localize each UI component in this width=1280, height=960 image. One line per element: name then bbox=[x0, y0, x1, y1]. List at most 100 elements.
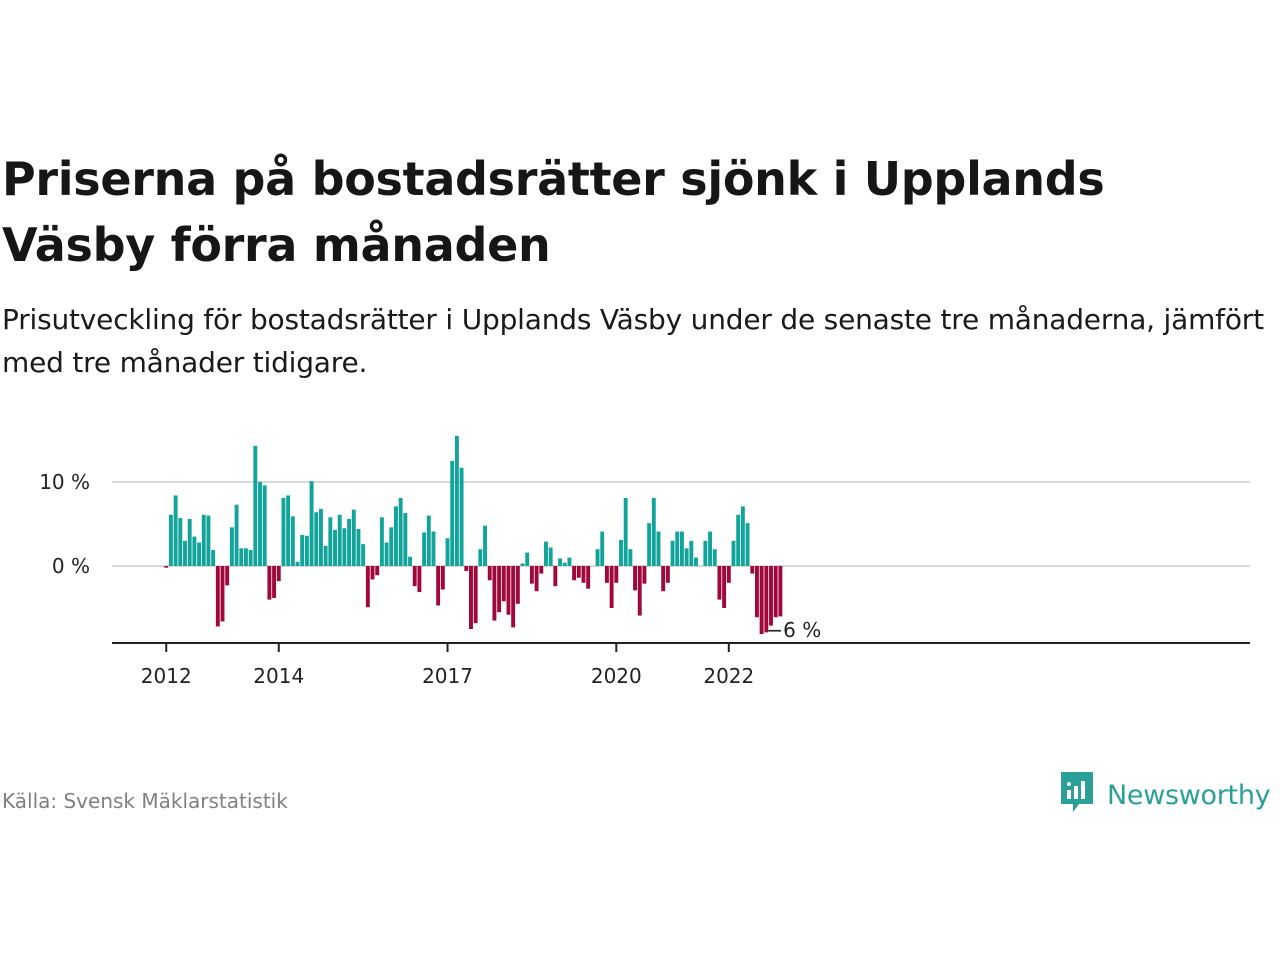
bar bbox=[333, 529, 337, 566]
axis-layer: 2012 2014 2017 2020 2022 −6 % bbox=[112, 618, 1250, 688]
end-value-label: −6 % bbox=[766, 618, 821, 642]
bar bbox=[534, 566, 539, 592]
bar bbox=[483, 525, 487, 566]
bar bbox=[548, 547, 553, 566]
bar bbox=[708, 531, 713, 566]
bar bbox=[422, 532, 427, 566]
x-tick-label: 2012 bbox=[141, 664, 192, 688]
bar bbox=[164, 566, 169, 568]
bar bbox=[712, 549, 717, 566]
bar bbox=[356, 529, 361, 566]
bar bbox=[262, 485, 267, 566]
bar bbox=[562, 562, 567, 566]
bar bbox=[581, 566, 586, 583]
bar bbox=[197, 542, 202, 566]
bar bbox=[267, 566, 272, 600]
bar bbox=[675, 531, 680, 566]
y-tick-label: 0 % bbox=[52, 554, 90, 578]
bar bbox=[454, 435, 459, 566]
bar bbox=[759, 566, 764, 635]
brand-name: Newsworthy bbox=[1107, 779, 1271, 811]
chart-title: Priserna på bostadsrätter sjönk i Upplan… bbox=[2, 152, 1105, 272]
bar bbox=[544, 541, 548, 566]
x-tick-label: 2014 bbox=[253, 664, 304, 688]
bar bbox=[529, 566, 534, 584]
bar bbox=[619, 539, 623, 566]
bar bbox=[314, 512, 319, 566]
bar bbox=[731, 540, 736, 566]
bar bbox=[173, 495, 178, 566]
bar bbox=[520, 563, 525, 566]
bar bbox=[201, 514, 206, 566]
bar-chart: 0 % 10 % 2012 2014 2017 2020 2022 −6 % bbox=[39, 435, 1250, 688]
bar bbox=[764, 566, 769, 633]
bar bbox=[684, 548, 689, 566]
bar bbox=[351, 509, 356, 566]
bar bbox=[511, 566, 516, 628]
bar bbox=[300, 534, 305, 566]
bar bbox=[234, 504, 239, 566]
bar bbox=[431, 531, 436, 566]
bar bbox=[754, 566, 759, 618]
bar bbox=[239, 548, 244, 566]
bar bbox=[525, 552, 530, 566]
bar bbox=[656, 531, 661, 566]
bar bbox=[229, 527, 234, 566]
bar bbox=[501, 566, 506, 602]
bar bbox=[290, 516, 295, 566]
bar bbox=[272, 566, 277, 598]
bar bbox=[342, 528, 347, 566]
x-tick-label: 2017 bbox=[422, 664, 473, 688]
y-tick-label: 10 % bbox=[39, 470, 90, 494]
bar bbox=[740, 506, 745, 566]
brand-logo[interactable]: Newsworthy bbox=[1059, 770, 1271, 820]
bar bbox=[703, 540, 708, 566]
bar bbox=[398, 497, 403, 566]
bar bbox=[309, 481, 314, 566]
source-note: Källa: Svensk Mäklarstatistik bbox=[2, 789, 288, 813]
bar bbox=[286, 495, 291, 566]
bar bbox=[215, 566, 220, 627]
bar bbox=[487, 566, 492, 581]
bar bbox=[670, 540, 675, 566]
bar bbox=[665, 566, 670, 583]
bar bbox=[459, 467, 464, 566]
bar bbox=[417, 566, 422, 593]
bar bbox=[426, 515, 431, 566]
bar bbox=[722, 566, 727, 608]
bar-layer bbox=[164, 435, 783, 635]
bar bbox=[295, 561, 300, 566]
bar bbox=[572, 566, 577, 581]
x-tick-label: 2022 bbox=[703, 664, 754, 688]
bar bbox=[394, 506, 398, 566]
bar bbox=[567, 557, 572, 566]
bar bbox=[220, 566, 225, 622]
bar bbox=[258, 482, 262, 566]
bar bbox=[642, 566, 647, 584]
bar bbox=[436, 566, 441, 606]
bar bbox=[647, 523, 652, 566]
bar bbox=[244, 548, 248, 566]
bar bbox=[586, 566, 591, 589]
bar bbox=[614, 566, 619, 583]
bar bbox=[553, 566, 558, 587]
bar bbox=[473, 566, 478, 624]
bar bbox=[347, 518, 352, 566]
chart-subtitle: Prisutveckling för bostadsrätter i Uppla… bbox=[2, 303, 1264, 379]
bar bbox=[361, 544, 366, 566]
bar bbox=[745, 523, 750, 566]
bar bbox=[492, 566, 497, 621]
bar bbox=[412, 566, 417, 587]
bar bbox=[445, 538, 450, 566]
bar bbox=[595, 549, 600, 566]
bar bbox=[337, 514, 342, 566]
bar bbox=[281, 497, 286, 566]
bar bbox=[304, 535, 309, 566]
bar bbox=[450, 461, 455, 566]
bar bbox=[365, 566, 370, 608]
bar bbox=[628, 549, 633, 566]
bar bbox=[192, 536, 197, 566]
bar bbox=[375, 566, 380, 576]
bar bbox=[539, 566, 544, 574]
bar bbox=[736, 514, 741, 566]
